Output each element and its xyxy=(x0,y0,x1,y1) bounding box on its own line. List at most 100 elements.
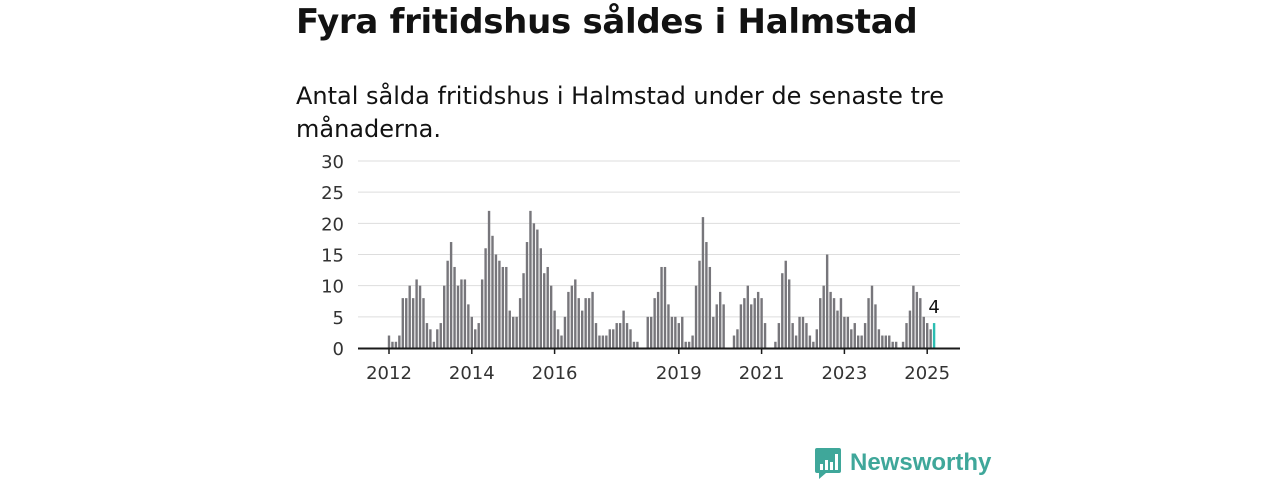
bar xyxy=(857,335,860,348)
bar xyxy=(570,285,574,348)
bar xyxy=(601,335,605,348)
bar xyxy=(591,291,594,348)
bar xyxy=(391,341,394,348)
bar xyxy=(525,242,529,348)
bar xyxy=(653,298,656,348)
bar xyxy=(418,285,422,348)
bar xyxy=(822,285,825,348)
bar xyxy=(656,291,660,348)
bar xyxy=(605,335,608,348)
bar xyxy=(781,273,784,348)
bar xyxy=(522,273,525,348)
bar xyxy=(632,341,636,348)
bar xyxy=(843,316,846,348)
bar xyxy=(622,310,625,348)
bar xyxy=(839,298,843,348)
bar xyxy=(584,298,587,348)
bar xyxy=(618,323,622,348)
bar xyxy=(777,323,781,348)
bar xyxy=(832,298,836,348)
newsworthy-icon xyxy=(815,448,841,479)
bar xyxy=(867,298,870,348)
bar xyxy=(650,316,653,348)
bar xyxy=(891,341,894,348)
bar xyxy=(808,335,812,348)
bar xyxy=(870,285,874,348)
bar xyxy=(756,291,760,348)
bar xyxy=(760,298,763,348)
bar xyxy=(798,316,801,348)
y-tick-label: 0 xyxy=(333,339,344,360)
bar xyxy=(919,298,922,348)
bar xyxy=(791,323,794,348)
bar xyxy=(429,329,432,348)
bar xyxy=(546,266,549,348)
bar xyxy=(660,266,663,348)
bar xyxy=(708,266,712,348)
bar xyxy=(567,291,570,348)
bar xyxy=(411,298,415,348)
bar xyxy=(753,298,756,348)
bar xyxy=(901,341,905,348)
bar xyxy=(422,298,425,348)
y-axis-tick-labels: 0 5 10 15 20 25 30 xyxy=(321,152,344,360)
bar xyxy=(701,217,705,348)
last-value-label: 4 xyxy=(928,297,939,318)
bar xyxy=(812,341,815,348)
bar xyxy=(736,329,739,348)
bar xyxy=(401,298,404,348)
bar xyxy=(463,279,467,348)
y-tick-label: 20 xyxy=(321,214,344,235)
bar xyxy=(398,335,401,348)
bar xyxy=(625,323,629,348)
newsworthy-logo[interactable]: Newsworthy xyxy=(814,446,991,480)
bar xyxy=(877,329,881,348)
x-tick-label: 2021 xyxy=(739,363,785,384)
bar xyxy=(915,291,919,348)
bar xyxy=(750,304,753,348)
bar xyxy=(536,229,539,348)
bar xyxy=(712,316,715,348)
y-tick-label: 15 xyxy=(321,246,344,267)
bar xyxy=(515,316,518,348)
bar xyxy=(881,335,884,348)
bar xyxy=(874,304,877,348)
bar xyxy=(556,329,560,348)
bar xyxy=(794,335,798,348)
bar xyxy=(408,285,411,348)
bar xyxy=(470,316,473,348)
bar xyxy=(860,335,863,348)
bar xyxy=(560,335,563,348)
bar xyxy=(801,316,805,348)
y-tick-label: 5 xyxy=(333,308,344,329)
bar xyxy=(446,260,449,348)
brand-name: Newsworthy xyxy=(850,449,992,476)
chart-title: Fyra fritidshus såldes i Halmstad xyxy=(296,2,918,42)
bar xyxy=(387,335,391,348)
y-tick-label: 30 xyxy=(321,152,344,173)
bar xyxy=(646,316,649,348)
bar xyxy=(549,285,553,348)
bar xyxy=(784,260,787,348)
x-tick-label: 2014 xyxy=(449,363,495,384)
bar xyxy=(929,329,932,348)
bar xyxy=(505,266,508,348)
bar xyxy=(498,260,501,348)
bar xyxy=(743,298,746,348)
bar xyxy=(598,335,601,348)
bar xyxy=(439,323,442,348)
bar xyxy=(491,235,494,348)
bar xyxy=(674,316,677,348)
bar xyxy=(888,335,891,348)
bar xyxy=(432,341,436,348)
x-tick-label: 2023 xyxy=(821,363,867,384)
bar xyxy=(415,279,418,348)
bar xyxy=(581,310,584,348)
bar xyxy=(394,341,398,348)
bar xyxy=(456,285,460,348)
bar xyxy=(805,323,808,348)
bar xyxy=(788,279,791,348)
bar xyxy=(825,254,829,348)
x-tick-label: 2019 xyxy=(656,363,702,384)
